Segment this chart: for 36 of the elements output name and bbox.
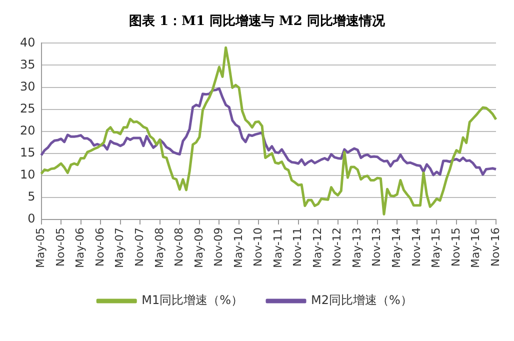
x-tick-label: May-09 bbox=[192, 227, 206, 268]
x-tick-label: Nov-12 bbox=[330, 227, 344, 267]
x-tick-label: Nov-14 bbox=[410, 227, 423, 267]
x-tick-label: Nov-06 bbox=[93, 227, 106, 267]
x-tick-label: May-13 bbox=[350, 227, 364, 268]
x-tick-label: May-11 bbox=[271, 227, 284, 268]
legend-label: M2同比增速（%） bbox=[311, 293, 412, 308]
y-tick-label: 40 bbox=[20, 35, 36, 50]
y-tick-label: 20 bbox=[20, 123, 36, 138]
x-tick-label: May-12 bbox=[310, 227, 324, 268]
x-tick-label: May-06 bbox=[74, 227, 87, 268]
x-tick-label: Nov-13 bbox=[370, 227, 384, 267]
x-tick-label: Nov-05 bbox=[54, 227, 67, 267]
x-tick-label: Nov-16 bbox=[488, 227, 502, 267]
x-tick-label: Nov-08 bbox=[172, 227, 186, 267]
y-tick-label: 15 bbox=[20, 146, 36, 160]
y-tick-label: 5 bbox=[28, 190, 36, 204]
x-tick-label: May-10 bbox=[232, 227, 245, 268]
y-tick-label: 30 bbox=[20, 79, 36, 94]
y-tick-label: 0 bbox=[28, 212, 36, 226]
x-tick-label: May-14 bbox=[390, 227, 404, 268]
y-tick-label: 35 bbox=[20, 57, 36, 72]
x-tick-label: May-08 bbox=[152, 227, 166, 268]
chart-title: 图表 1：M1 同比增速与 M2 同比增速情况 bbox=[128, 13, 386, 30]
y-tick-label: 25 bbox=[20, 101, 36, 116]
x-tick-label: Nov-07 bbox=[132, 227, 146, 267]
legend-label: M1同比增速（%） bbox=[142, 293, 243, 308]
x-tick-label: May-16 bbox=[469, 227, 482, 268]
x-tick-label: Nov-11 bbox=[291, 227, 304, 267]
x-tick-label: May-07 bbox=[113, 227, 126, 268]
x-tick-label: Nov-15 bbox=[449, 227, 462, 267]
x-tick-label: Nov-09 bbox=[212, 227, 226, 267]
x-tick-label: May-05 bbox=[34, 227, 48, 268]
x-tick-label: May-15 bbox=[430, 227, 443, 268]
y-tick-label: 10 bbox=[20, 168, 36, 182]
x-tick-label: Nov-10 bbox=[252, 227, 265, 267]
